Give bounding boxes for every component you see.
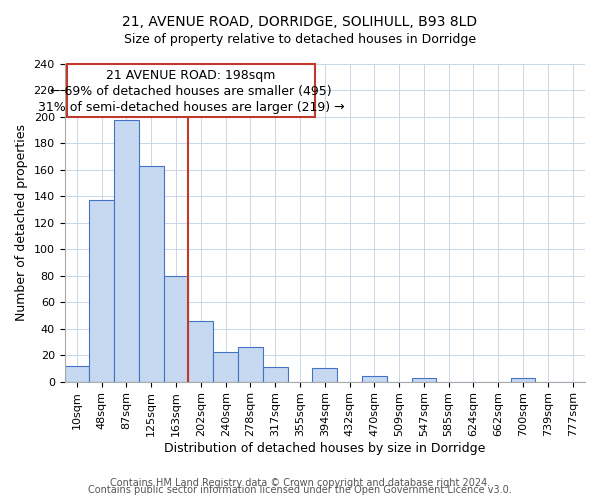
Text: Contains public sector information licensed under the Open Government Licence v3: Contains public sector information licen… <box>88 485 512 495</box>
Bar <box>164 276 188 382</box>
Bar <box>213 352 238 382</box>
Text: 21 AVENUE ROAD: 198sqm: 21 AVENUE ROAD: 198sqm <box>106 70 275 82</box>
Bar <box>89 200 114 382</box>
Bar <box>139 166 164 382</box>
Text: ← 69% of detached houses are smaller (495): ← 69% of detached houses are smaller (49… <box>50 86 332 98</box>
Bar <box>238 347 263 382</box>
Text: 31% of semi-detached houses are larger (219) →: 31% of semi-detached houses are larger (… <box>38 101 344 114</box>
X-axis label: Distribution of detached houses by size in Dorridge: Distribution of detached houses by size … <box>164 442 485 455</box>
Bar <box>511 378 535 382</box>
Text: 21, AVENUE ROAD, DORRIDGE, SOLIHULL, B93 8LD: 21, AVENUE ROAD, DORRIDGE, SOLIHULL, B93… <box>122 15 478 29</box>
Text: Size of property relative to detached houses in Dorridge: Size of property relative to detached ho… <box>124 32 476 46</box>
Bar <box>114 120 139 382</box>
Y-axis label: Number of detached properties: Number of detached properties <box>15 124 28 322</box>
Bar <box>313 368 337 382</box>
Bar <box>65 366 89 382</box>
Bar <box>263 367 287 382</box>
FancyBboxPatch shape <box>67 64 315 117</box>
Text: Contains HM Land Registry data © Crown copyright and database right 2024.: Contains HM Land Registry data © Crown c… <box>110 478 490 488</box>
Bar <box>362 376 387 382</box>
Bar <box>188 320 213 382</box>
Bar <box>412 378 436 382</box>
